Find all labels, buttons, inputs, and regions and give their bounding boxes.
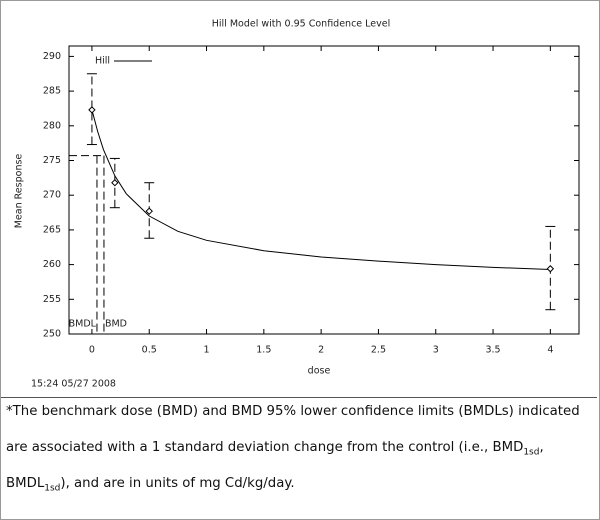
- x-tick-label: 2.5: [371, 345, 386, 356]
- y-tick-label: 270: [43, 190, 61, 201]
- mean-marker: [546, 265, 555, 273]
- chart: Hill Model with 0.95 Confidence Level do…: [14, 19, 580, 390]
- caption-subscript: 1sd: [44, 483, 61, 494]
- caption-text: BMDL: [6, 476, 45, 491]
- y-tick-label: 255: [43, 294, 61, 305]
- bmd-label: BMD: [105, 319, 127, 330]
- x-tick-label: 3.5: [485, 345, 500, 356]
- caption-line: are associated with a 1 standard deviati…: [6, 440, 544, 458]
- x-tick-label: 0.5: [142, 345, 157, 356]
- y-tick-label: 250: [43, 329, 61, 340]
- y-tick-label: 275: [43, 155, 61, 166]
- y-tick-label: 280: [43, 120, 61, 131]
- y-tick-label: 260: [43, 259, 61, 270]
- caption-line: *The benchmark dose (BMD) and BMD 95% lo…: [6, 404, 580, 419]
- chart-title: Hill Model with 0.95 Confidence Level: [212, 19, 390, 30]
- caption-text: ,: [539, 440, 544, 455]
- x-tick-label: 4: [547, 345, 553, 356]
- y-tick-label: 285: [43, 86, 61, 97]
- caption-text: *The benchmark dose (BMD) and BMD 95% lo…: [6, 404, 580, 419]
- y-tick-label: 265: [43, 224, 61, 235]
- x-tick-label: 2: [318, 345, 324, 356]
- mean-marker: [145, 207, 153, 215]
- caption-text: ), and are in units of mg Cd/kg/day.: [60, 476, 295, 491]
- plot-frame: [68, 45, 580, 335]
- caption-text: are associated with a 1 standard deviati…: [6, 440, 524, 455]
- timestamp: 15:24 05/27 2008: [31, 379, 116, 390]
- bmdl-label: BMDL: [69, 319, 97, 330]
- caption-line: BMDL1sd), and are in units of mg Cd/kg/d…: [6, 476, 295, 494]
- x-tick-label: 0: [89, 345, 95, 356]
- x-tick-label: 1: [204, 345, 210, 356]
- x-tick-label: 3: [433, 345, 439, 356]
- y-tick-label: 290: [43, 51, 61, 62]
- x-tick-label: 1.5: [256, 345, 271, 356]
- mean-marker: [111, 179, 119, 187]
- caption-subscript: 1sd: [523, 447, 540, 458]
- x-axis-label: dose: [308, 366, 331, 377]
- mean-marker: [88, 106, 96, 114]
- fit-curve: [91, 109, 551, 270]
- y-axis-label: Mean Response: [14, 154, 25, 229]
- legend-label: Hill: [95, 56, 110, 67]
- caption-box: *The benchmark dose (BMD) and BMD 95% lo…: [1, 397, 597, 519]
